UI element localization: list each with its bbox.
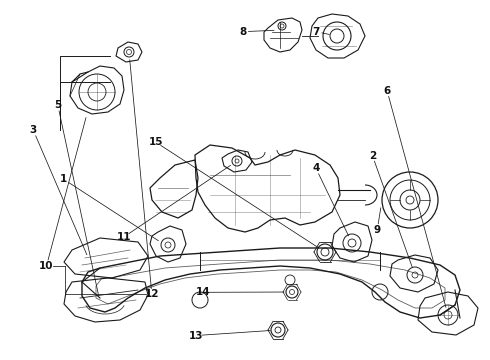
Text: 13: 13 [189,330,203,341]
Text: 8: 8 [239,27,246,37]
Text: 10: 10 [39,261,54,271]
Text: 4: 4 [312,163,320,174]
Text: 3: 3 [30,125,37,135]
Text: 1: 1 [60,174,67,184]
Text: 2: 2 [369,150,376,161]
Text: 7: 7 [312,27,320,37]
Text: 11: 11 [117,232,131,242]
Text: 5: 5 [54,100,61,110]
Text: 6: 6 [384,86,391,96]
Text: 14: 14 [196,287,211,297]
Text: 9: 9 [374,225,381,235]
Text: 15: 15 [148,137,163,147]
Text: 12: 12 [145,289,159,300]
